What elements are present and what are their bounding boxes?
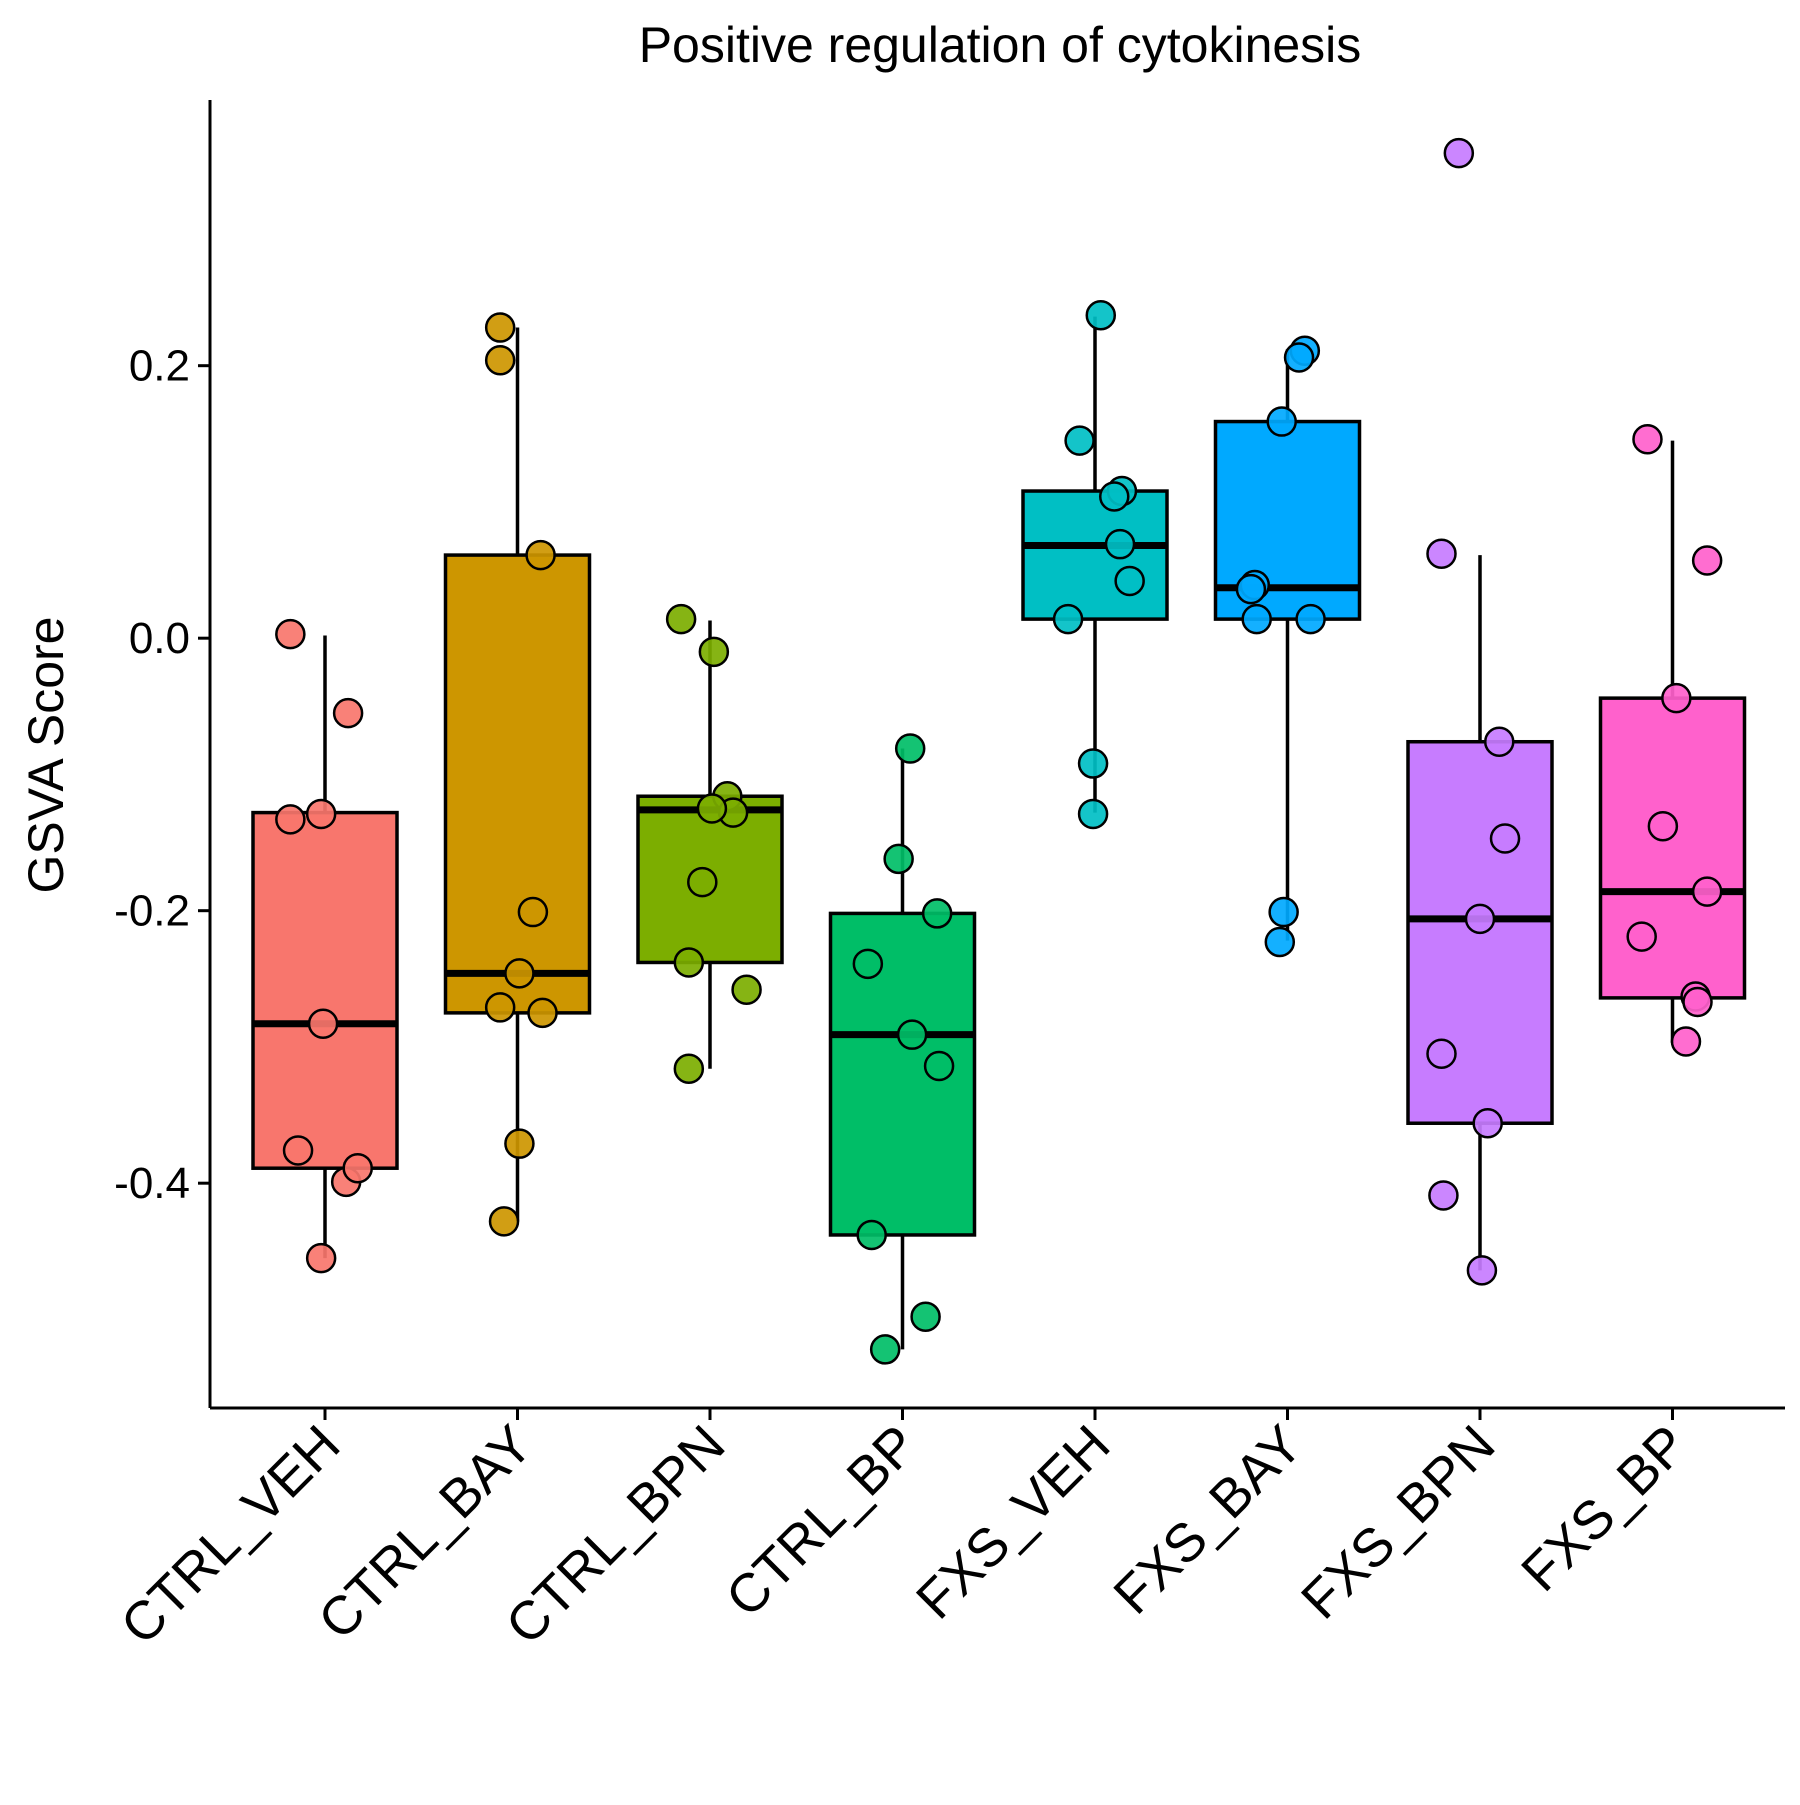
x-tick-label: FXS_VEH bbox=[905, 1414, 1121, 1630]
data-point bbox=[1426, 1038, 1457, 1069]
data-point bbox=[1064, 425, 1095, 456]
data-point bbox=[1085, 300, 1117, 331]
data-point bbox=[1670, 1026, 1702, 1057]
data-point bbox=[1268, 896, 1299, 928]
data-point bbox=[484, 992, 516, 1023]
y-tick-label: 0.0 bbox=[129, 614, 190, 663]
data-point bbox=[696, 793, 728, 824]
y-tick-label: -0.2 bbox=[114, 887, 190, 936]
data-point bbox=[1077, 798, 1109, 830]
data-point bbox=[1626, 921, 1657, 952]
data-point bbox=[1661, 682, 1692, 714]
data-point bbox=[484, 312, 516, 343]
data-point bbox=[921, 898, 953, 929]
data-point bbox=[869, 1334, 901, 1365]
data-point bbox=[275, 804, 306, 835]
x-tick-label: FXS_BAY bbox=[1102, 1414, 1314, 1626]
box-group-fxs-bpn bbox=[1406, 137, 1554, 1286]
data-point bbox=[517, 896, 549, 928]
box-group-ctrl-bay bbox=[443, 312, 592, 1237]
data-point bbox=[1295, 603, 1326, 635]
data-point bbox=[1484, 726, 1515, 757]
data-point bbox=[1264, 926, 1296, 958]
data-point bbox=[673, 1053, 705, 1084]
data-point bbox=[1052, 603, 1084, 635]
data-point bbox=[282, 1135, 314, 1166]
data-point bbox=[852, 948, 884, 980]
box bbox=[828, 911, 977, 1237]
data-point bbox=[484, 344, 516, 376]
box bbox=[1021, 489, 1169, 621]
data-point bbox=[275, 618, 306, 650]
data-point bbox=[1283, 342, 1315, 373]
data-point bbox=[1114, 565, 1145, 597]
box-group-ctrl-bp bbox=[828, 733, 977, 1365]
box-group-fxs-bp bbox=[1598, 424, 1747, 1057]
data-point bbox=[305, 798, 337, 830]
data-point bbox=[1428, 1180, 1459, 1211]
data-point bbox=[504, 958, 535, 989]
data-point bbox=[1077, 748, 1109, 779]
data-point bbox=[307, 1008, 339, 1040]
data-point bbox=[687, 866, 718, 898]
box-group-ctrl-veh bbox=[251, 618, 399, 1274]
data-point bbox=[527, 997, 558, 1029]
y-tick-label: 0.2 bbox=[129, 342, 190, 391]
data-point bbox=[1691, 876, 1723, 907]
x-tick-label: CTRL_BP bbox=[715, 1414, 929, 1628]
data-point bbox=[883, 843, 914, 875]
y-tick-label: -0.4 bbox=[114, 1159, 190, 1208]
box bbox=[1598, 696, 1747, 1000]
data-point bbox=[1682, 986, 1713, 1018]
chart-title: Positive regulation of cytokinesis bbox=[639, 17, 1362, 73]
data-point bbox=[1426, 538, 1457, 569]
data-point bbox=[1691, 545, 1723, 576]
x-tick-label: CTRL_VEH bbox=[110, 1414, 352, 1656]
box bbox=[251, 810, 399, 1170]
data-point bbox=[1443, 137, 1475, 169]
plot-area bbox=[251, 137, 1747, 1365]
data-point bbox=[1464, 903, 1496, 935]
data-point bbox=[525, 539, 556, 571]
data-point bbox=[1099, 481, 1130, 512]
data-point bbox=[305, 1242, 337, 1274]
data-point bbox=[1647, 810, 1679, 842]
data-point bbox=[894, 733, 926, 764]
data-point bbox=[923, 1050, 955, 1082]
data-point bbox=[698, 636, 730, 668]
y-axis-title: GSVA Score bbox=[18, 617, 74, 894]
box-group-ctrl-bpn bbox=[636, 603, 784, 1084]
x-tick-label: FXS_BP bbox=[1510, 1414, 1699, 1603]
box-group-fxs-bay bbox=[1213, 335, 1362, 958]
data-point bbox=[1472, 1107, 1503, 1139]
data-point bbox=[1104, 528, 1136, 560]
data-point bbox=[504, 1128, 535, 1159]
data-point bbox=[896, 1019, 928, 1050]
x-tick-label: FXS_BPN bbox=[1290, 1414, 1506, 1630]
data-point bbox=[1241, 603, 1272, 635]
data-point bbox=[1466, 1255, 1498, 1286]
data-point bbox=[731, 974, 762, 1005]
data-point bbox=[332, 697, 364, 729]
data-point bbox=[910, 1301, 941, 1332]
data-point bbox=[856, 1219, 887, 1251]
data-point bbox=[1266, 406, 1297, 437]
data-point bbox=[1235, 573, 1267, 605]
data-point bbox=[1632, 424, 1663, 455]
data-point bbox=[1489, 823, 1521, 854]
box bbox=[443, 553, 592, 1015]
box-group-fxs-veh bbox=[1021, 300, 1169, 830]
data-point bbox=[488, 1206, 520, 1237]
data-point bbox=[342, 1152, 373, 1184]
data-point bbox=[673, 947, 705, 978]
data-point bbox=[665, 603, 697, 635]
